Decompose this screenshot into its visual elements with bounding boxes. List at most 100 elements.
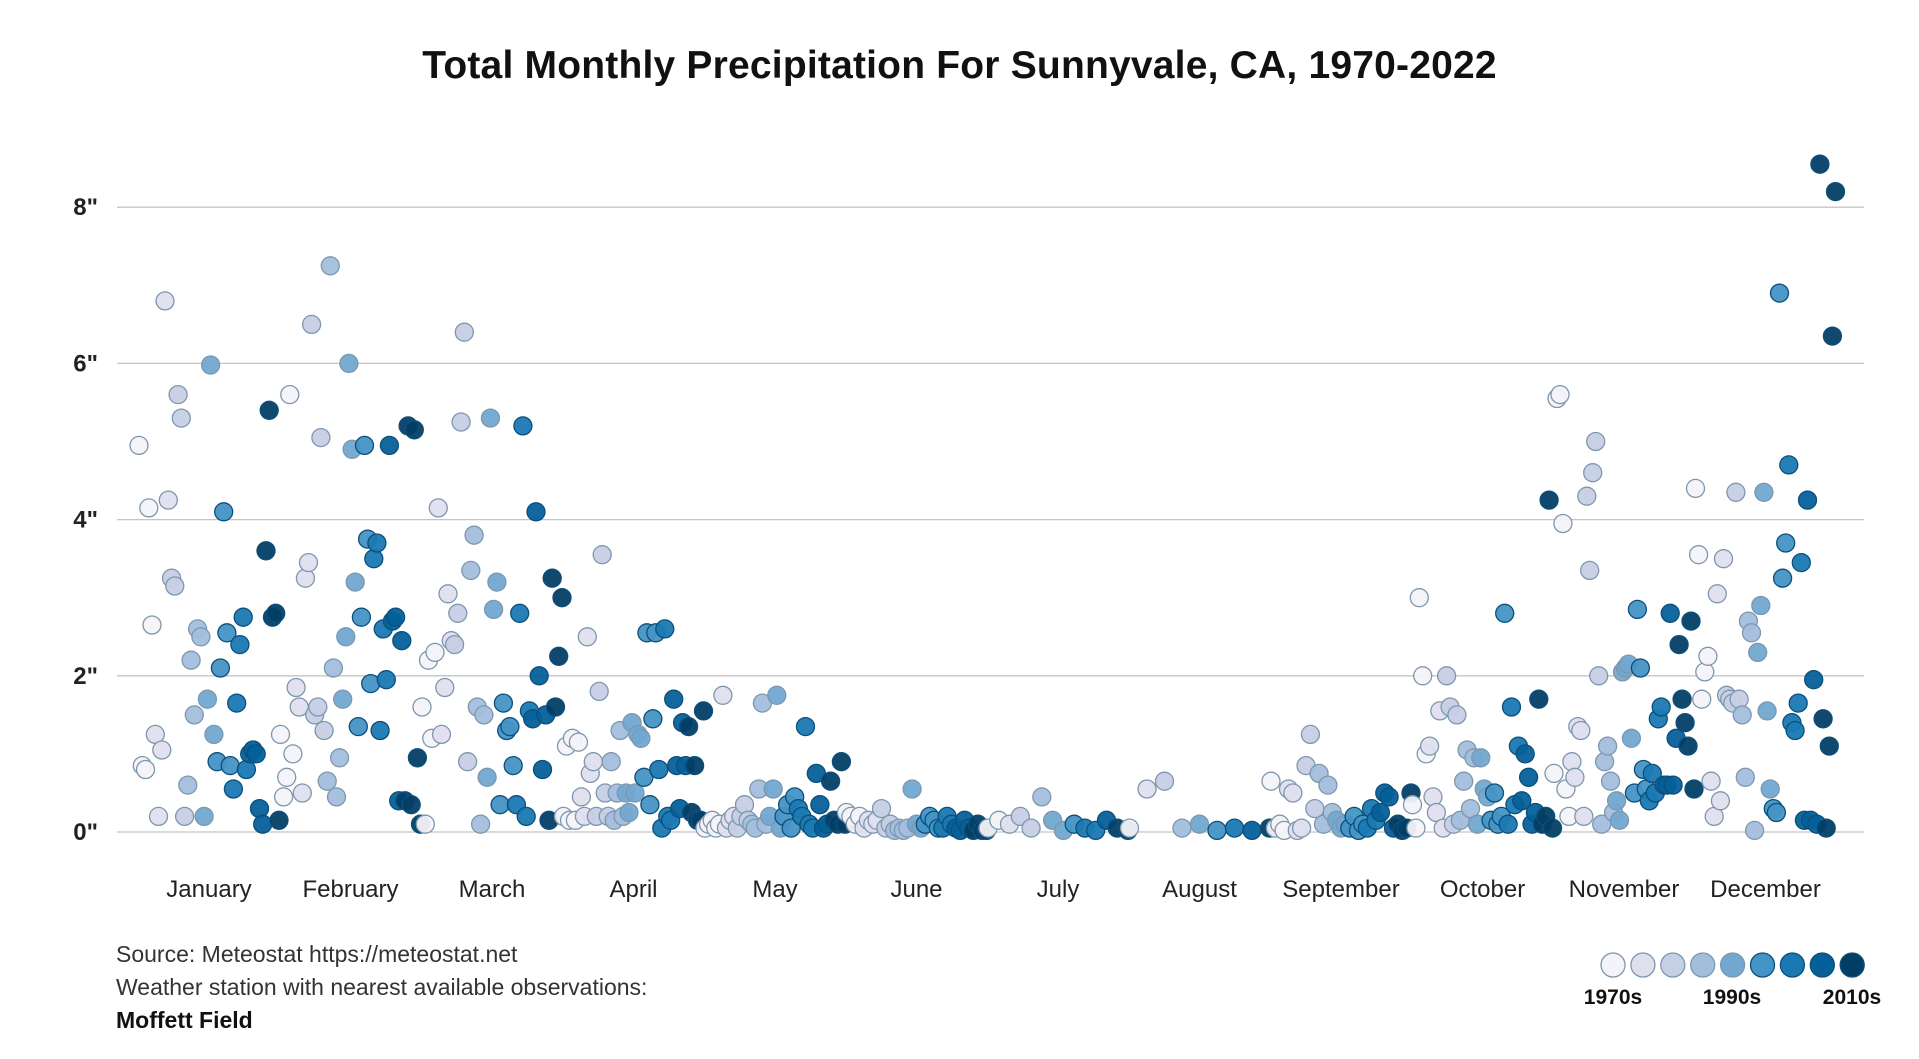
data-point <box>1769 283 1790 303</box>
data-point <box>184 705 204 725</box>
data-point <box>1785 720 1805 741</box>
data-point <box>415 814 435 834</box>
data-point <box>795 716 816 737</box>
data-point <box>326 787 347 807</box>
data-point <box>678 716 699 737</box>
data-point <box>1609 810 1630 830</box>
data-point <box>1813 709 1833 729</box>
data-point <box>431 724 452 745</box>
data-point <box>1701 771 1721 791</box>
data-point <box>1518 767 1539 787</box>
data-point <box>1600 771 1621 791</box>
data-point <box>320 256 340 276</box>
data-point <box>273 787 294 807</box>
data-point <box>438 584 458 604</box>
data-point <box>1207 820 1227 841</box>
data-point <box>1283 783 1303 803</box>
data-point <box>197 689 218 709</box>
data-point <box>1495 603 1515 623</box>
y-tick-label: 4" <box>73 507 98 534</box>
data-point <box>283 744 303 764</box>
data-point <box>1779 455 1799 475</box>
data-point <box>210 658 231 678</box>
data-point <box>684 755 705 776</box>
data-point <box>549 646 569 666</box>
data-point <box>1583 463 1603 483</box>
x-axis-month-labels: January February March April May June July Augu… <box>166 876 1821 903</box>
data-point <box>230 634 250 655</box>
data-point <box>336 627 356 647</box>
data-point <box>1642 763 1662 784</box>
data-point <box>295 568 316 588</box>
data-point <box>1726 482 1746 502</box>
data-point <box>129 435 149 456</box>
data-point <box>1032 787 1052 807</box>
data-point <box>1484 783 1505 803</box>
data-point <box>200 355 221 375</box>
data-point <box>148 806 169 827</box>
data-point <box>767 685 787 705</box>
data-point <box>631 728 651 748</box>
month-label: December <box>1710 876 1821 903</box>
data-point <box>1627 599 1648 620</box>
data-point <box>1684 779 1704 799</box>
data-point <box>277 767 297 787</box>
data-point <box>1419 736 1440 756</box>
data-point <box>392 631 412 651</box>
data-point <box>270 724 291 745</box>
data-point <box>354 435 375 456</box>
data-point <box>404 420 424 440</box>
gridlines <box>117 206 1864 833</box>
data-point <box>142 615 162 635</box>
data-point <box>1606 791 1627 811</box>
data-point <box>542 568 562 588</box>
data-point <box>1539 490 1559 510</box>
data-point <box>223 779 244 799</box>
legend-swatch <box>1690 952 1716 978</box>
data-point <box>1819 736 1839 756</box>
data-point <box>1515 744 1535 764</box>
data-point <box>1748 642 1768 663</box>
data-point <box>454 322 474 342</box>
data-point <box>1318 775 1338 795</box>
data-point <box>1544 763 1564 784</box>
data-point <box>655 619 675 639</box>
data-point <box>490 795 510 815</box>
legend-label-2010s: 2010s <box>1822 986 1882 1009</box>
data-point <box>298 552 319 573</box>
data-point <box>1423 787 1443 807</box>
data-point <box>308 697 328 717</box>
data-point <box>1788 693 1808 713</box>
month-label: March <box>459 876 526 903</box>
data-point <box>1574 806 1594 827</box>
data-point <box>1471 748 1491 768</box>
chart-title: Total Monthly Precipitation For Sunnyval… <box>422 44 1497 87</box>
data-point <box>1688 545 1709 565</box>
data-point <box>513 416 533 436</box>
data-point <box>1804 670 1824 690</box>
data-point <box>500 716 520 737</box>
data-point <box>871 798 892 819</box>
data-point <box>451 412 471 432</box>
data-point <box>1501 697 1522 717</box>
data-point <box>191 627 211 647</box>
data-point <box>1589 666 1609 686</box>
data-point <box>1379 787 1399 807</box>
data-point <box>480 408 501 428</box>
data-point <box>1816 818 1836 838</box>
data-point <box>1119 818 1140 838</box>
data-point <box>1695 662 1715 682</box>
data-point <box>649 759 669 780</box>
data-point <box>135 759 156 780</box>
data-point <box>194 806 214 827</box>
data-point <box>1571 720 1591 741</box>
data-point <box>1242 820 1262 841</box>
data-point <box>1735 767 1755 787</box>
data-point <box>1760 779 1780 799</box>
data-point <box>470 814 491 834</box>
data-point <box>444 634 465 655</box>
data-point <box>1707 584 1727 604</box>
data-point <box>220 755 240 776</box>
data-point <box>763 779 783 799</box>
